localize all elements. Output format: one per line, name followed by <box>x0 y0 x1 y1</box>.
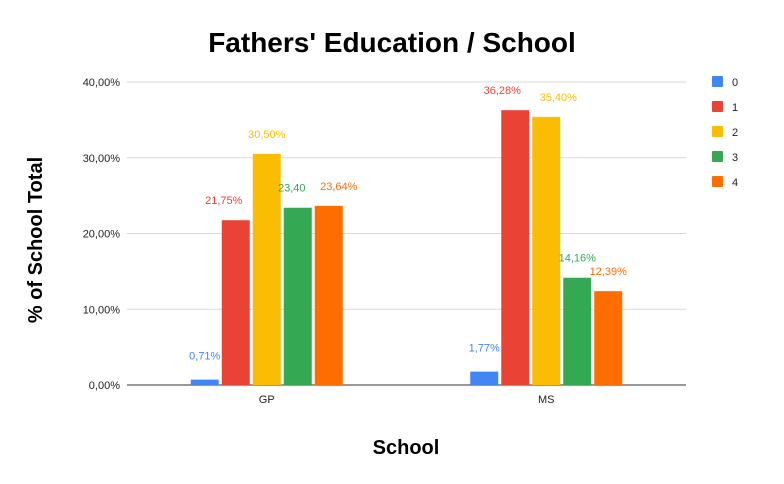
bar-gp-4 <box>314 205 343 385</box>
chart-title: Fathers' Education / School <box>208 27 576 58</box>
y-tick-label: 10,00% <box>83 304 121 316</box>
bar-gp-1 <box>221 220 250 385</box>
legend-swatch <box>712 76 723 87</box>
bar-ms-3 <box>563 277 592 385</box>
data-label: 36,28% <box>484 85 522 97</box>
y-tick-label: 20,00% <box>83 229 121 241</box>
legend-swatch <box>712 101 723 112</box>
y-tick-label: 40,00% <box>83 77 121 89</box>
legend-swatch <box>712 126 723 137</box>
legend-label: 1 <box>732 102 738 114</box>
x-tick-label: GP <box>259 394 275 406</box>
bar-gp-2 <box>252 153 281 385</box>
legend-label: 4 <box>732 177 738 189</box>
axis-ticks: 0,00% 10,00% 20,00% 30,00% 40,00% GP MS <box>83 77 555 406</box>
data-label: 21,75% <box>205 195 243 207</box>
data-label: 23,64% <box>320 181 358 193</box>
data-label: 35,40% <box>540 92 578 104</box>
x-axis-title: School <box>373 437 440 459</box>
bar-gp-3 <box>283 207 312 385</box>
data-labels: 0,71% 21,75% 30,50% 23,40 23,64% 1,77% 36,28% 3… <box>189 85 627 362</box>
legend-swatch <box>712 151 723 162</box>
data-label: 12,39% <box>590 266 628 278</box>
bar-gp-0 <box>190 379 219 385</box>
legend-label: 0 <box>732 77 738 89</box>
legend-label: 2 <box>732 127 738 139</box>
legend-swatch <box>712 176 723 187</box>
bar-ms-2 <box>532 116 561 385</box>
data-label: 14,16% <box>559 253 597 265</box>
legend: 0 1 2 3 4 <box>712 76 738 189</box>
legend-label: 3 <box>732 152 738 164</box>
bar-ms-0 <box>470 371 499 385</box>
y-tick-label: 30,00% <box>83 153 121 165</box>
y-tick-label: 0,00% <box>89 380 120 392</box>
x-tick-label: MS <box>538 394 555 406</box>
y-axis-title: % of School Total <box>25 157 47 323</box>
bar-ms-1 <box>501 110 530 385</box>
data-label: 1,77% <box>469 343 500 355</box>
data-label: 23,40 <box>278 183 306 195</box>
data-label: 30,50% <box>248 129 286 141</box>
data-label: 0,71% <box>189 351 220 363</box>
bar-ms-4 <box>594 291 623 385</box>
gridlines <box>127 81 686 386</box>
bars <box>190 110 623 385</box>
